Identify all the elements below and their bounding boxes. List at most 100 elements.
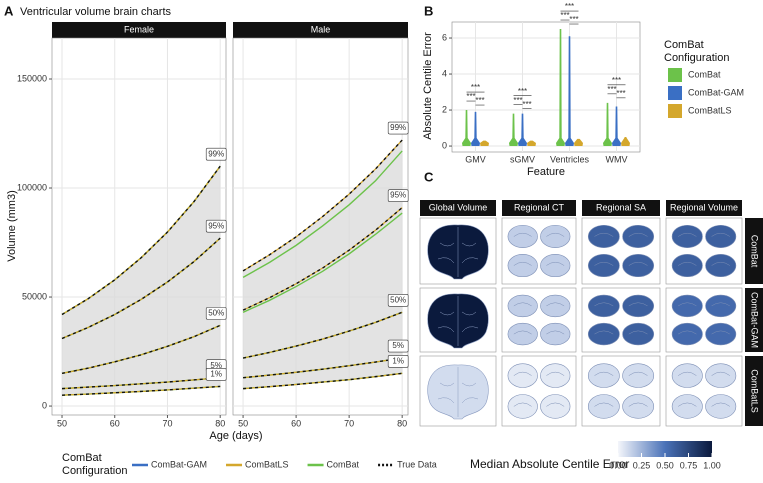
x-tick-label: 60 — [110, 418, 120, 428]
legend-title: Configuration — [62, 465, 127, 477]
brain-sulci — [594, 261, 614, 266]
brain-sulci — [437, 367, 479, 417]
brain-sulci — [594, 232, 614, 237]
y-tick-label: 50000 — [22, 291, 47, 301]
violin — [574, 138, 583, 147]
y-axis-title: Volume (mm3) — [6, 190, 18, 262]
legend-title: ComBat — [664, 39, 704, 51]
brain-sulci — [513, 371, 532, 376]
brain-sulci — [546, 371, 565, 376]
brain-sulci — [678, 302, 697, 307]
significance-label: *** — [569, 15, 578, 24]
true-curve-dash — [243, 372, 403, 390]
significance-label: *** — [565, 2, 574, 11]
y-tick-label: 0 — [42, 400, 47, 410]
row-label: ComBat-GAM — [750, 292, 760, 348]
violin — [603, 102, 612, 147]
brain-sulci — [628, 232, 648, 237]
centile-label-box — [387, 339, 409, 353]
centile-label-box — [205, 219, 227, 233]
column-header — [502, 200, 576, 216]
true-curve-dash — [242, 139, 403, 272]
legend-key — [668, 86, 682, 100]
brain-sulci — [628, 330, 648, 335]
legend-label: ComBat-GAM — [151, 459, 207, 469]
row-label: ComBatLS — [750, 369, 760, 413]
brain-sulci — [678, 232, 697, 237]
significance-label: *** — [475, 96, 484, 105]
data-cloud — [62, 166, 221, 396]
facet-header — [52, 22, 226, 38]
y-tick-label: 6 — [442, 32, 447, 42]
y-tick-label: 100000 — [17, 182, 47, 192]
legend-label: ComBat-GAM — [688, 87, 744, 97]
brain-map — [507, 363, 538, 388]
significance-label: *** — [513, 96, 522, 105]
centile-label: 50% — [208, 308, 224, 317]
row-header — [745, 356, 763, 426]
column-label: Regional CT — [514, 202, 565, 212]
brain-map — [540, 294, 571, 318]
y-tick-label: 0 — [442, 140, 447, 150]
significance-label: *** — [471, 83, 480, 92]
brain-map — [705, 363, 737, 388]
colorbar-tick-label: 0.25 — [633, 460, 651, 470]
model-curve — [242, 150, 403, 279]
brain-map — [622, 294, 655, 318]
brain-map — [671, 253, 703, 278]
brain-sulci — [711, 330, 730, 335]
brain-map — [622, 363, 655, 388]
centile-label-box — [387, 294, 409, 307]
true-curve-dash — [61, 385, 221, 396]
y-tick-label: 2 — [442, 104, 447, 114]
brain-sulci — [711, 232, 730, 237]
y-tick-label: 150000 — [17, 73, 47, 83]
brain-sulci — [513, 330, 532, 335]
brain-sulci — [437, 296, 479, 346]
brain-sulci — [546, 330, 565, 335]
brain-sulci — [513, 302, 532, 307]
centile-label: 99% — [390, 123, 406, 132]
violin — [621, 137, 630, 147]
x-tick-label: 60 — [291, 418, 301, 428]
brain-sulci — [711, 261, 730, 266]
column-header — [582, 200, 660, 216]
colorbar-tick-label: 0.50 — [656, 460, 674, 470]
legend-key — [668, 104, 682, 118]
brain-map — [540, 253, 571, 278]
violin — [462, 110, 471, 147]
colorbar-tick-label: 1.00 — [703, 460, 721, 470]
brain-map — [671, 322, 703, 346]
brain-map — [671, 294, 703, 318]
brain-sulci — [546, 232, 565, 237]
brain-sulci — [678, 261, 697, 266]
colorbar-tick-label: 0.00 — [609, 460, 627, 470]
row-header — [745, 218, 763, 284]
violin — [480, 140, 489, 147]
brain-map — [587, 322, 620, 346]
legend-label: ComBatLS — [245, 459, 289, 469]
y-tick-label: 4 — [442, 68, 447, 78]
violin — [509, 113, 518, 147]
centile-label-box — [205, 368, 227, 381]
facet-header — [233, 22, 408, 38]
true-curve-dash — [243, 357, 403, 379]
brain-sulci — [513, 402, 532, 407]
legend-title: ComBat — [62, 452, 102, 464]
brain-sulci — [711, 302, 730, 307]
brain-map — [705, 253, 737, 278]
brain-map — [671, 363, 703, 388]
centile-label-box — [205, 307, 227, 320]
significance-label: *** — [466, 92, 475, 101]
brain-map — [587, 253, 620, 278]
brain-map — [540, 224, 571, 248]
x-tick-label: 50 — [57, 418, 67, 428]
panel-letter: A — [4, 3, 14, 18]
centile-label-box — [387, 189, 409, 202]
legend-label: ComBat — [688, 69, 721, 79]
legend-title: Configuration — [664, 52, 729, 64]
brain-map — [507, 224, 538, 248]
x-tick-label: 80 — [215, 418, 225, 428]
brain-map — [671, 224, 703, 248]
